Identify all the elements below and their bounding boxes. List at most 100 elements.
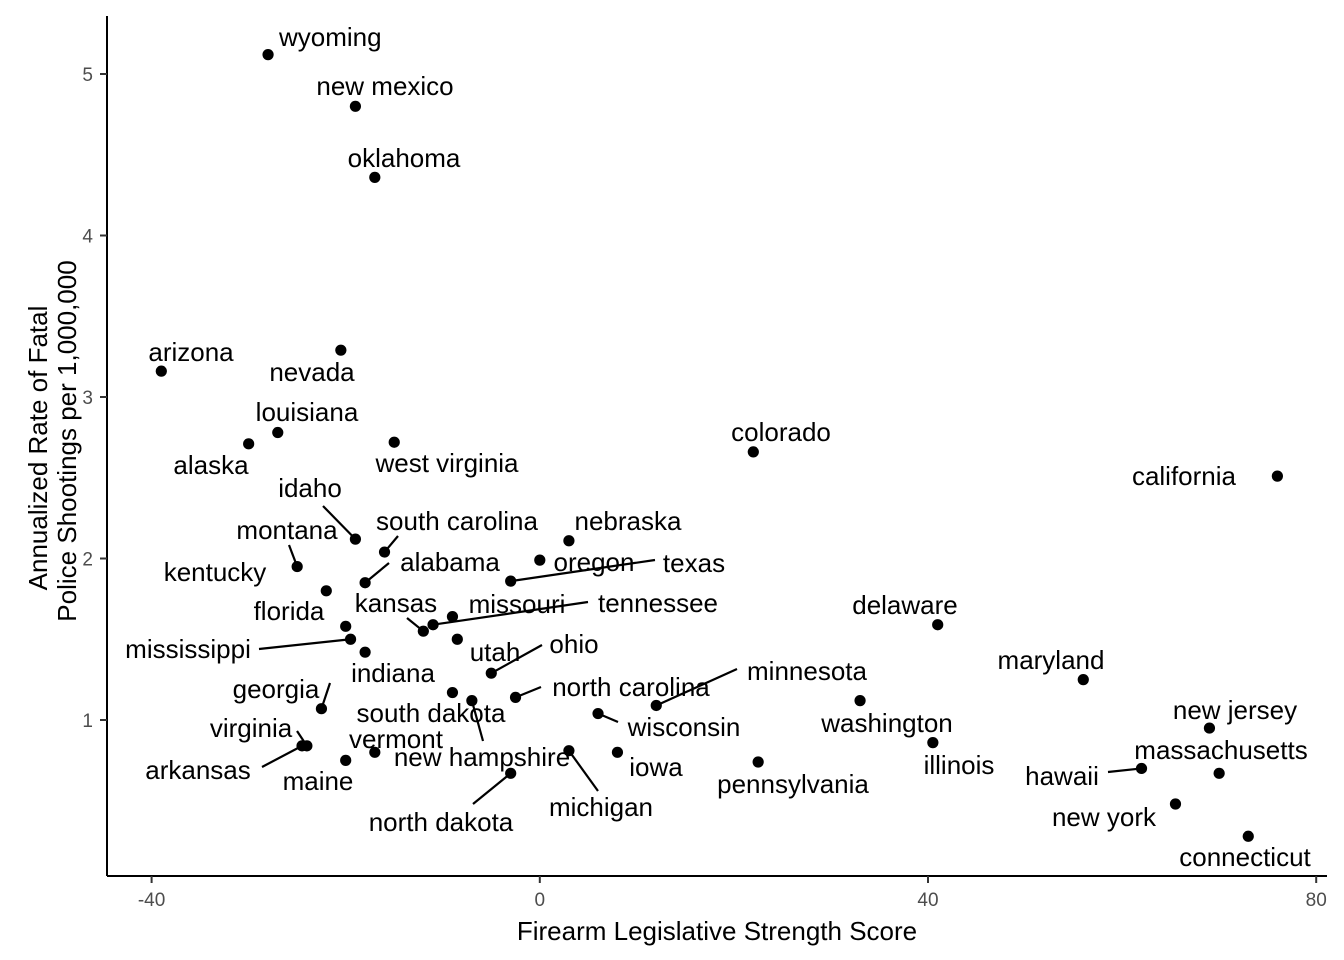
point-florida: [340, 620, 352, 632]
point-california: [1271, 470, 1283, 482]
point-label-minnesota: minnesota: [747, 656, 867, 686]
point-label-south-dakota: south dakota: [357, 698, 506, 728]
point-pennsylvania: [752, 756, 764, 768]
point-alaska: [243, 438, 255, 450]
point-label-nebraska: nebraska: [575, 506, 682, 536]
point-oklahoma: [369, 171, 381, 183]
y-tick-label-1: 1: [82, 711, 93, 732]
point-north-carolina: [509, 691, 522, 703]
point-missouri: [446, 611, 459, 623]
point-label-mississippi: mississippi: [125, 634, 251, 664]
leader-line-arkansas: [261, 744, 303, 768]
point-illinois: [927, 737, 939, 749]
point-new-york: [1169, 798, 1182, 810]
point-label-kansas: kansas: [355, 588, 437, 618]
point-west-virginia: [388, 436, 400, 448]
point-label-alabama: alabama: [400, 547, 500, 577]
point-minnesota: [650, 699, 662, 712]
point-label-utah: utah: [470, 637, 521, 667]
point-new-hampshire: [466, 695, 478, 707]
point-iowa: [611, 746, 624, 758]
point-south-carolina: [378, 546, 391, 558]
point-vermont: [369, 746, 381, 758]
point-new-mexico: [349, 100, 362, 112]
y-tick-label-4: 4: [82, 227, 93, 248]
point-kentucky: [320, 585, 332, 597]
point-label-west-virginia: west virginia: [374, 448, 519, 478]
y-tick-label-2: 2: [82, 550, 93, 571]
point-louisiana: [272, 426, 284, 439]
point-alabama: [359, 577, 371, 589]
point-label-indiana: indiana: [351, 658, 435, 688]
point-new-jersey: [1203, 722, 1216, 734]
point-texas: [505, 575, 517, 587]
point-label-alaska: alaska: [173, 450, 249, 480]
leader-line-ohio: [490, 644, 543, 675]
point-label-washington: washington: [820, 708, 953, 738]
point-label-colorado: colorado: [731, 417, 831, 447]
point-nebraska: [563, 535, 575, 547]
point-label-florida: florida: [254, 596, 325, 626]
leader-line-texas: [510, 558, 656, 583]
point-label-north-carolina: north carolina: [552, 672, 710, 702]
leader-line-tennessee: [432, 600, 589, 626]
point-connecticut: [1242, 830, 1254, 842]
point-label-new-hampshire: new hampshire: [394, 742, 570, 772]
point-label-nevada: nevada: [269, 357, 355, 387]
point-label-connecticut: connecticut: [1179, 842, 1311, 872]
point-label-wisconsin: wisconsin: [627, 712, 741, 742]
leader-line-minnesota: [655, 667, 738, 707]
data-points: [155, 49, 1283, 842]
point-label-illinois: illinois: [924, 750, 995, 780]
leader-line-hawaii: [1107, 767, 1142, 774]
point-massachusetts: [1213, 767, 1225, 779]
point-maryland: [1077, 674, 1089, 686]
y-tick-label-3: 3: [82, 388, 93, 409]
point-arizona: [155, 365, 167, 377]
point-label-texas: texas: [663, 548, 725, 578]
point-label-oregon: oregon: [554, 547, 635, 577]
point-montana: [291, 560, 303, 573]
y-axis-title-line-1: Annualized Rate of Fatal: [23, 306, 53, 591]
point-washington: [854, 695, 866, 707]
point-label-pennsylvania: pennsylvania: [717, 769, 869, 799]
point-hawaii: [1135, 762, 1148, 775]
point-label-iowa: iowa: [629, 752, 683, 782]
point-maine: [340, 754, 352, 766]
point-ohio: [485, 667, 497, 679]
point-label-south-carolina: south carolina: [376, 506, 538, 536]
point-oregon: [534, 554, 546, 566]
x-tick-label-0: 0: [535, 890, 546, 911]
point-label-virginia: virginia: [210, 713, 293, 743]
point-kansas: [417, 625, 429, 637]
point-label-wyoming: wyoming: [278, 22, 382, 52]
point-label-montana: montana: [236, 515, 338, 545]
point-label-arizona: arizona: [148, 337, 234, 367]
point-colorado: [747, 446, 759, 458]
point-south-dakota: [446, 686, 459, 699]
point-wisconsin: [592, 707, 604, 720]
leader-line-michigan: [568, 750, 599, 792]
point-label-michigan: michigan: [549, 792, 653, 822]
point-delaware: [932, 619, 944, 631]
y-axis-title-line-2: Police Shootings per 1,000,000: [52, 260, 82, 621]
point-label-vermont: vermont: [349, 724, 444, 754]
point-label-maryland: maryland: [998, 645, 1105, 675]
point-utah: [451, 633, 463, 645]
point-label-georgia: georgia: [233, 674, 320, 704]
leader-line-mississippi: [258, 638, 351, 651]
point-label-maine: maine: [283, 766, 354, 796]
point-label-delaware: delaware: [852, 590, 958, 620]
point-north-dakota: [505, 767, 517, 779]
point-mississippi: [344, 633, 357, 645]
point-label-idaho: idaho: [278, 473, 342, 503]
point-wyoming: [262, 49, 274, 61]
point-label-hawaii: hawaii: [1025, 761, 1099, 791]
point-label-new-york: new york: [1052, 802, 1157, 832]
y-tick-label-5: 5: [82, 65, 93, 86]
leader-line-idaho: [322, 505, 357, 540]
point-label-massachusetts: massachusetts: [1134, 735, 1307, 765]
point-tennessee: [427, 619, 439, 631]
label-leader-lines: [258, 505, 1142, 805]
